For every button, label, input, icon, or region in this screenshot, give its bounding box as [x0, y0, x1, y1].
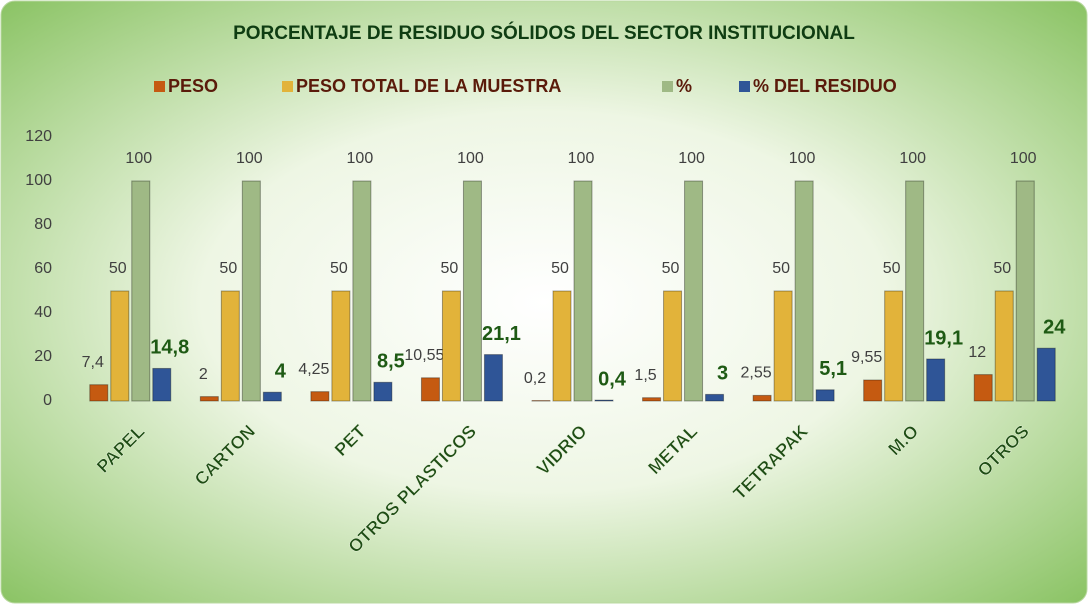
legend-label: PESO — [168, 76, 218, 96]
legend-swatch — [282, 81, 293, 92]
bar — [1036, 347, 1056, 402]
bar — [89, 384, 109, 402]
bar — [752, 394, 772, 402]
bar — [973, 374, 993, 402]
legend-label: % DEL RESIDUO — [753, 76, 897, 96]
bar — [905, 180, 925, 402]
bar — [331, 290, 351, 402]
y-tick-label: 20 — [34, 348, 52, 365]
bar — [1015, 180, 1035, 402]
bar — [926, 358, 946, 402]
bar — [663, 290, 683, 402]
data-label: 8,5 — [377, 351, 405, 373]
bar — [262, 391, 282, 402]
y-tick-label: 100 — [25, 172, 52, 189]
data-label: 100 — [125, 150, 152, 167]
bar — [994, 290, 1014, 402]
bar — [573, 180, 593, 402]
y-tick-label: 60 — [34, 260, 52, 277]
data-label: 100 — [347, 150, 374, 167]
data-label: 50 — [109, 260, 127, 277]
bar — [220, 290, 240, 402]
data-label: 0,4 — [598, 368, 627, 390]
data-label: 10,55 — [404, 347, 444, 364]
legend-swatch — [154, 81, 165, 92]
bar — [863, 379, 883, 402]
data-label: 50 — [993, 260, 1011, 277]
data-label: 21,1 — [482, 323, 521, 345]
bar — [462, 180, 482, 402]
bar — [773, 290, 793, 402]
bar — [199, 396, 219, 402]
data-label: 24 — [1043, 316, 1066, 338]
data-label: 5,1 — [819, 358, 847, 380]
bar — [420, 377, 440, 402]
data-label: 50 — [662, 260, 680, 277]
data-label: 19,1 — [924, 327, 963, 349]
bar — [131, 180, 151, 402]
bar — [594, 399, 614, 402]
bar — [642, 397, 662, 402]
data-label: 50 — [551, 260, 569, 277]
data-label: 4 — [275, 360, 287, 382]
bar — [815, 389, 835, 402]
data-label: 100 — [457, 150, 484, 167]
bar — [705, 393, 725, 402]
chart-title: PORCENTAJE DE RESIDUO SÓLIDOS DEL SECTOR… — [233, 22, 855, 44]
bar — [352, 180, 372, 402]
data-label: 0,2 — [524, 370, 546, 387]
bar — [531, 400, 551, 402]
legend-label: PESO TOTAL DE LA MUESTRA — [296, 76, 561, 96]
data-label: 12 — [968, 344, 986, 361]
y-tick-label: 120 — [25, 128, 52, 145]
data-label: 14,8 — [150, 337, 189, 359]
bar — [552, 290, 572, 402]
data-label: 1,5 — [634, 367, 656, 384]
data-label: 7,4 — [82, 354, 104, 371]
data-label: 50 — [219, 260, 237, 277]
data-label: 50 — [883, 260, 901, 277]
data-label: 100 — [1010, 150, 1037, 167]
legend-label: % — [676, 76, 692, 96]
y-tick-label: 40 — [34, 304, 52, 321]
y-tick-label: 80 — [34, 216, 52, 233]
data-label: 100 — [678, 150, 705, 167]
bar — [441, 290, 461, 402]
bar — [884, 290, 904, 402]
data-label: 50 — [330, 260, 348, 277]
data-label: 100 — [236, 150, 263, 167]
data-label: 2,55 — [741, 365, 772, 382]
bar — [152, 367, 172, 402]
data-label: 2 — [199, 366, 208, 383]
bar — [373, 381, 393, 402]
data-label: 3 — [717, 363, 728, 385]
data-label: 50 — [772, 260, 790, 277]
bar — [310, 391, 330, 402]
data-label: 100 — [568, 150, 595, 167]
legend-swatch — [662, 81, 673, 92]
bar — [684, 180, 704, 402]
y-tick-label: 0 — [43, 392, 52, 409]
data-label: 100 — [899, 150, 926, 167]
data-label: 4,25 — [298, 361, 329, 378]
legend-swatch — [739, 81, 750, 92]
data-label: 100 — [789, 150, 816, 167]
bar — [483, 354, 503, 402]
bar — [241, 180, 261, 402]
bar — [794, 180, 814, 402]
bar — [110, 290, 130, 402]
data-label: 50 — [441, 260, 459, 277]
data-label: 9,55 — [851, 349, 882, 366]
